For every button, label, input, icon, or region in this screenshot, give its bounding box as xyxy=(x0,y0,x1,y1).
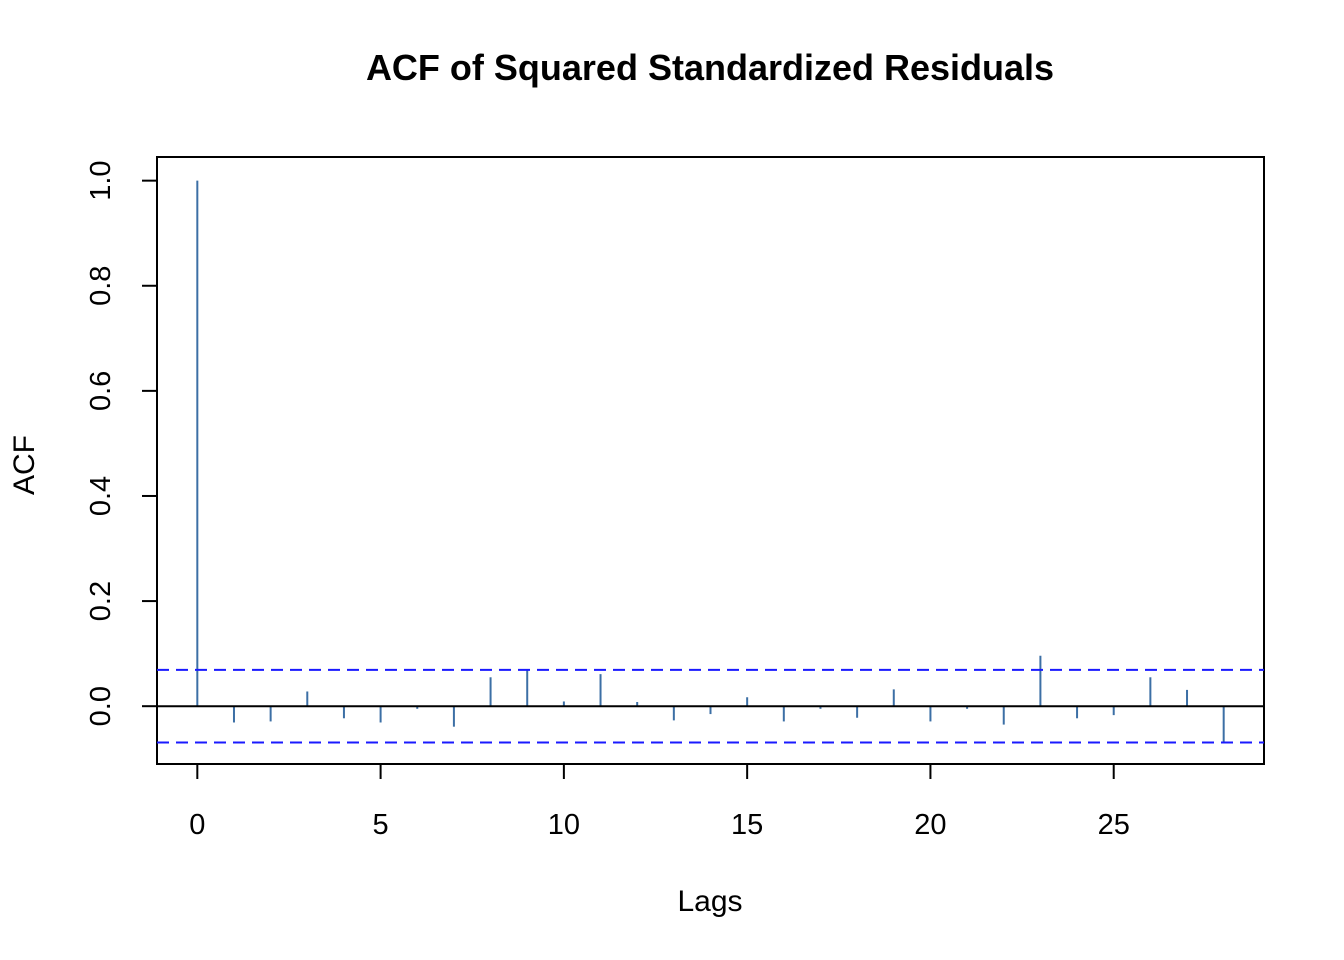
x-tick-label: 5 xyxy=(373,809,389,841)
reference-lines xyxy=(157,668,1264,744)
x-tick-label: 20 xyxy=(914,809,946,841)
y-tick-label: 0.6 xyxy=(85,371,117,411)
x-tick-label: 15 xyxy=(731,809,763,841)
acf-spikes xyxy=(196,180,1225,743)
x-axis-label: Lags xyxy=(677,885,742,918)
y-tick-label: 0.8 xyxy=(85,266,117,306)
chart-title: ACF of Squared Standardized Residuals xyxy=(366,47,1054,88)
x-tick-label: 10 xyxy=(548,809,580,841)
x-axis: 0 5 10 15 20 25 xyxy=(189,763,1130,841)
y-axis: 0.0 0.2 0.4 0.6 0.8 1.0 xyxy=(85,160,158,726)
y-tick-label: 0.4 xyxy=(85,476,117,516)
y-tick-label: 0.2 xyxy=(85,581,117,621)
x-tick-label: 25 xyxy=(1098,809,1130,841)
y-tick-label: 0.0 xyxy=(85,686,117,726)
x-tick-label: 0 xyxy=(189,809,205,841)
y-axis-label: ACF xyxy=(8,435,41,495)
plot-frame xyxy=(156,156,1265,765)
y-tick-label: 1.0 xyxy=(85,160,117,200)
